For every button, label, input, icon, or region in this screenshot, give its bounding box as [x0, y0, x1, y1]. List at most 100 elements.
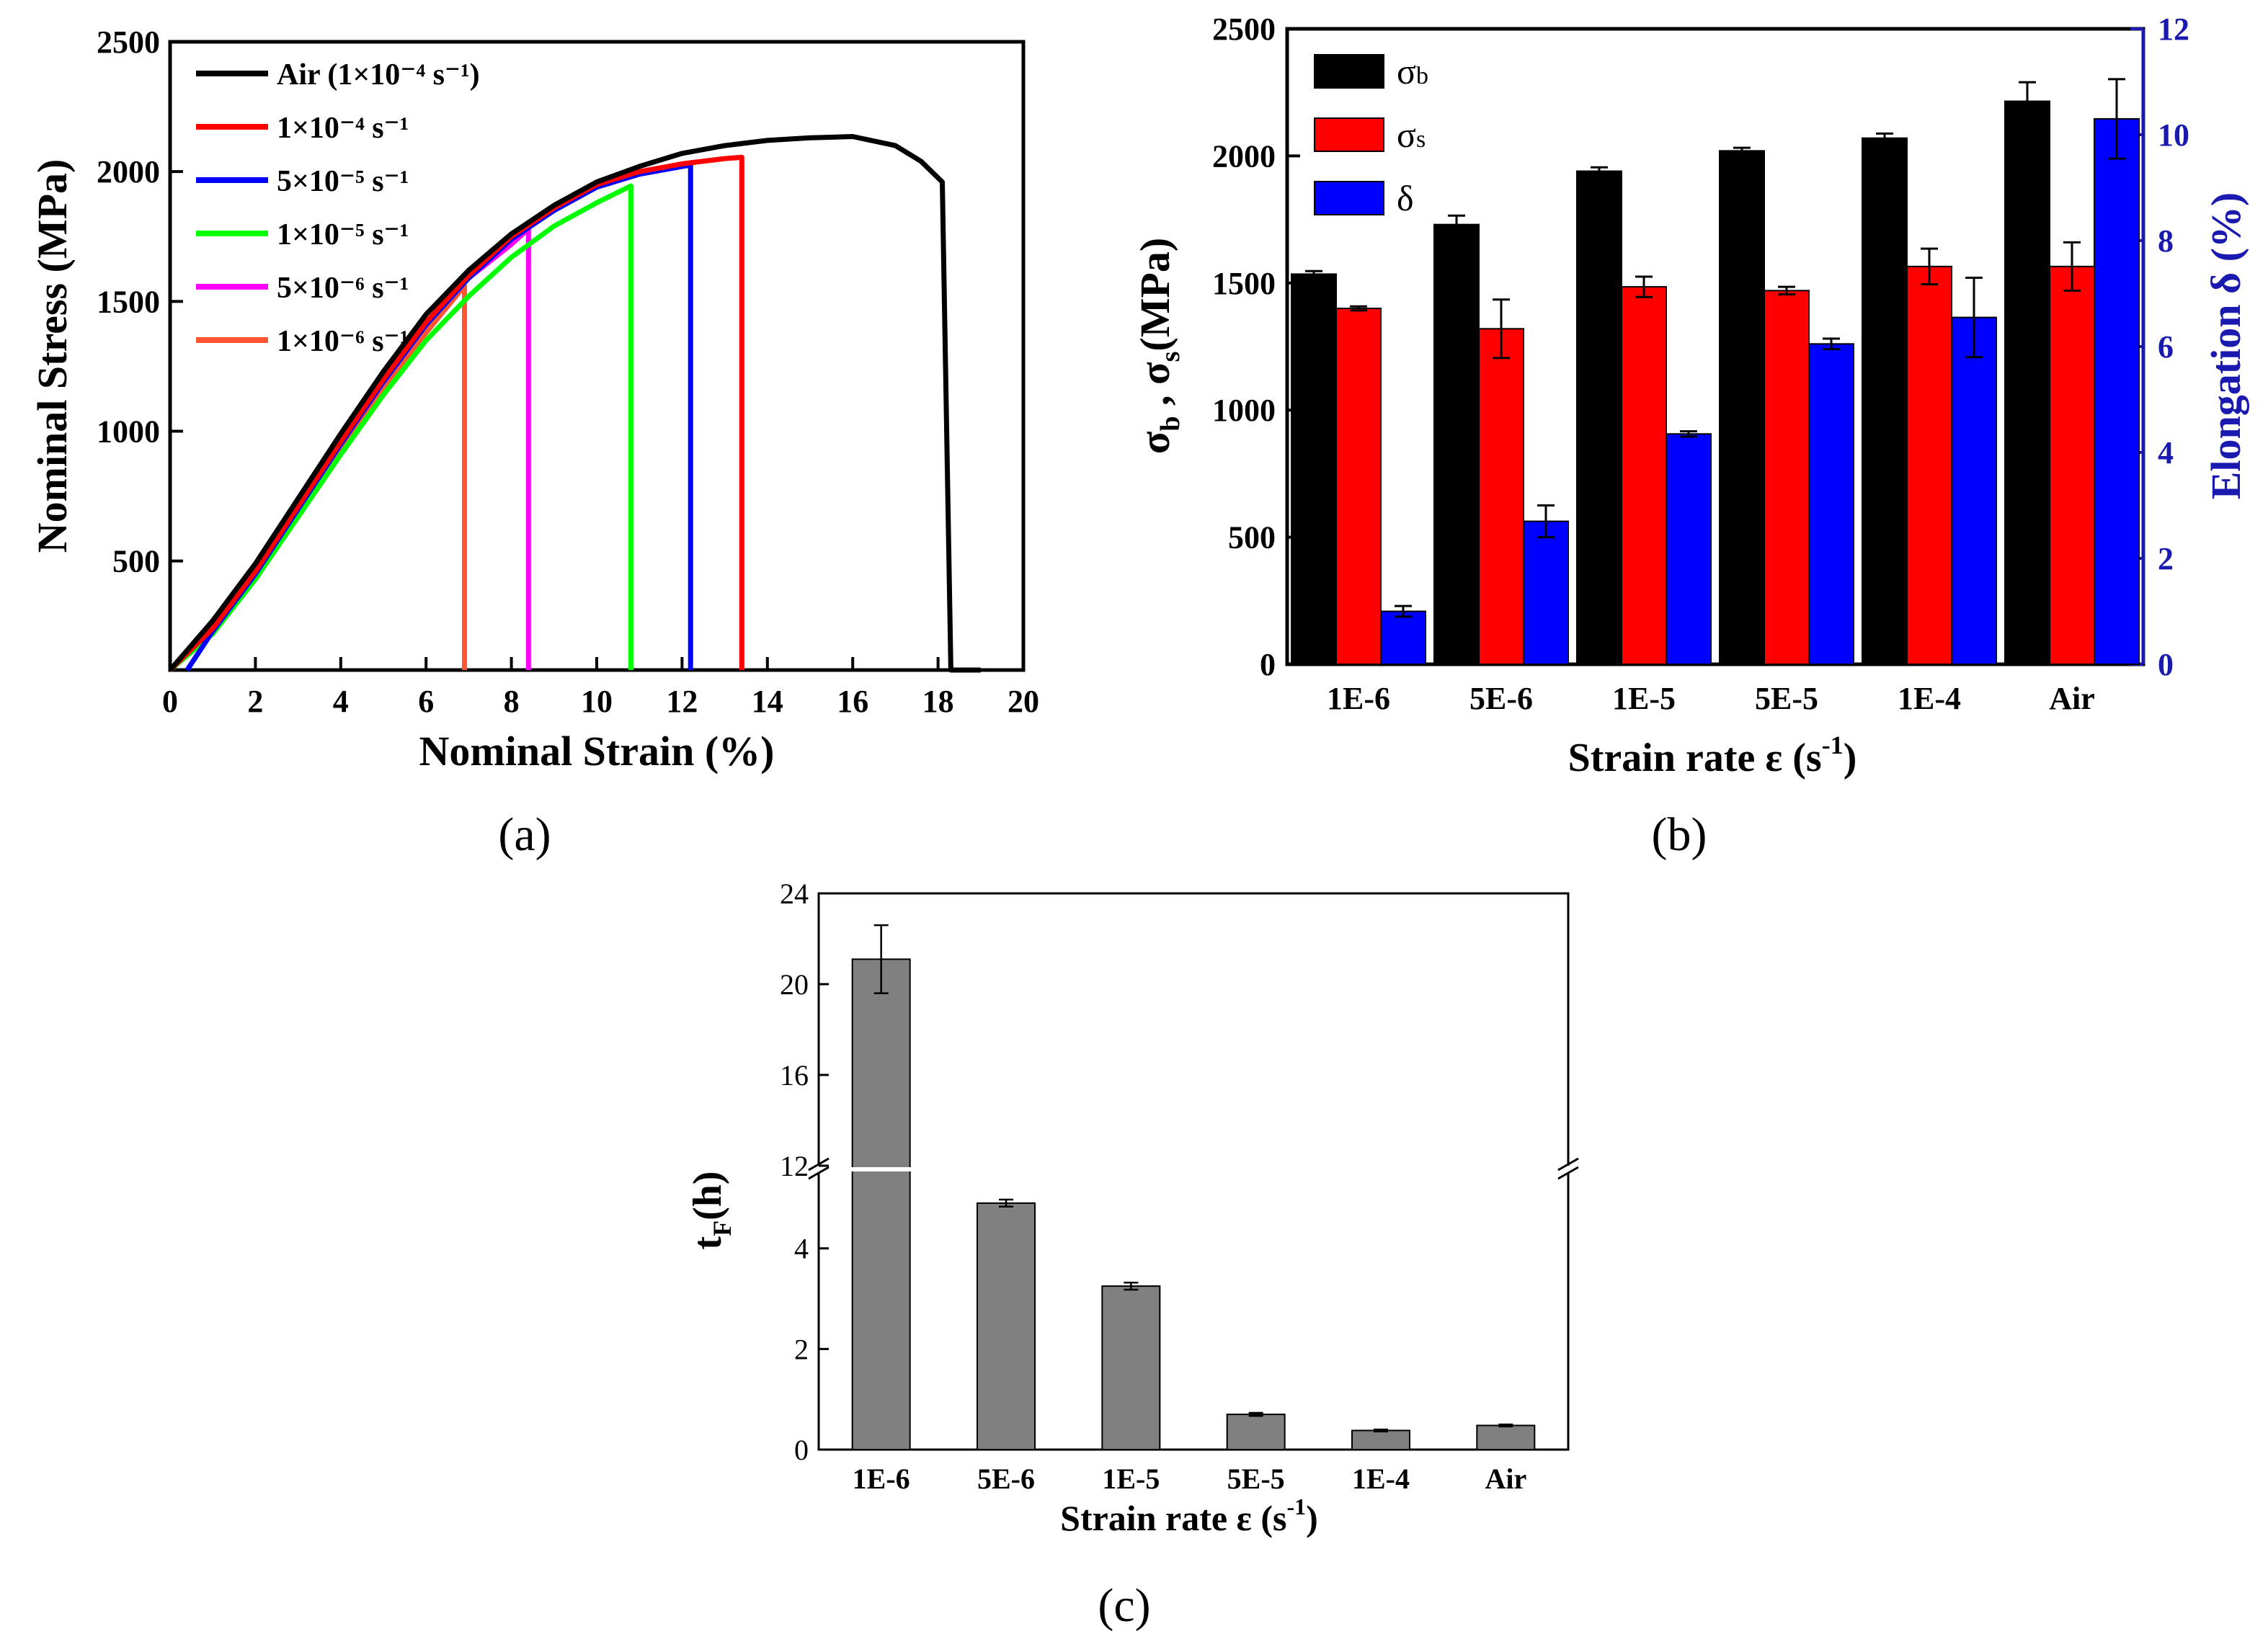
panel-b-right-y-tick-label: 2 [2158, 541, 2174, 576]
panel-b-bar [2004, 100, 2050, 666]
panel-a-series-line [168, 154, 744, 672]
panel-a-y-axis-label: Nominal Stress (MPa) [29, 159, 76, 553]
panel-b-right-y-tick-label: 12 [2158, 12, 2189, 47]
panel-a-y-tick-label: 500 [112, 544, 160, 579]
panel-b-error-bar [1823, 337, 1840, 351]
panel-a-x-tick-label: 2 [247, 684, 263, 719]
panel-b-bar [1335, 308, 1382, 665]
panel-c-y-tick-label: 12 [780, 1150, 809, 1182]
panel-b-left-y-axis-label: σb , σs(MPa) [1131, 238, 1186, 454]
panel-b-bar [1478, 328, 1524, 665]
panel-b-x-tick-label: 1E-6 [1327, 681, 1390, 716]
panel-c-bar [851, 958, 911, 1450]
panel-a-legend-label: 1×10⁻⁵ s⁻¹ [277, 218, 409, 251]
panel-a-series-lines [168, 134, 981, 673]
panel-b-bar [1433, 223, 1480, 665]
panel-a-legend-label: 1×10⁻⁴ s⁻¹ [277, 112, 409, 145]
panel-b-caption: (b) [1652, 808, 1707, 861]
panel-b-bar [1523, 520, 1569, 665]
panel-b-error-bar [1448, 214, 1465, 235]
panel-a-series-line [184, 162, 693, 671]
panel-b-error-bar [1305, 269, 1322, 279]
panel-b-left-y-tick-label: 1500 [1212, 266, 1276, 301]
panel-a-x-tick-label: 18 [922, 684, 954, 719]
panel-b-error-bar [1680, 430, 1697, 438]
panel-b-right-y-tick-label: 6 [2158, 329, 2174, 365]
panel-c-x-tick-label: 1E-6 [853, 1463, 910, 1495]
panel-a-x-tick-label: 16 [837, 684, 868, 719]
panel-b-bar [1719, 150, 1765, 665]
panel-b-error-bar [1921, 247, 1938, 286]
panel-c-plot-frame [808, 892, 1579, 1451]
panel-b-legend-swatch [1314, 54, 1384, 89]
panel-a-y-tick-label: 1000 [97, 414, 160, 449]
panel-b-error-bar [1591, 166, 1608, 177]
panel-a-x-tick-label: 20 [1008, 684, 1039, 719]
panel-b-error-bar [1350, 305, 1367, 312]
panel-b-x-tick-label: Air [2049, 681, 2095, 716]
panel-b-left-y-tick-label: 2000 [1212, 138, 1276, 174]
panel-b-legend-label: σs [1397, 115, 1426, 155]
panel-c-error-bar [1374, 1428, 1388, 1433]
panel-b-error-bar [1733, 146, 1751, 156]
panel-b-legend-swatch [1314, 117, 1384, 152]
panel-a-y-tick-label: 1500 [97, 284, 160, 319]
panel-a-legend-label: 1×10⁻⁶ s⁻¹ [277, 325, 409, 358]
panel-b-x-tick-label: 1E-4 [1898, 681, 1961, 716]
panel-c-x-tick-label: 1E-4 [1352, 1463, 1410, 1495]
panel-a-series-line [168, 134, 981, 673]
panel-b-axes: 0 500 1000 1500 2000 2500 0 2 4 6 8 10 12 1E-6 5E-6 1E-… [1212, 12, 2189, 716]
panel-b-error-bar [1635, 275, 1653, 298]
panel-b-error-bar [1778, 285, 1795, 296]
panel-c-error-bar [1248, 1411, 1263, 1417]
panel-b-error-bar [2108, 78, 2125, 160]
panel-c-caption: (c) [1098, 1579, 1150, 1632]
panel-c-bar [1226, 1414, 1286, 1451]
panel-a-stress-strain-chart: 0 2 4 6 8 10 12 14 16 18 20 500 1000 1500 2000 2500 Air… [29, 24, 1039, 775]
panel-a-legend-label: Air (1×10⁻⁴ s⁻¹) [277, 58, 480, 92]
panel-c-x-axis-label: Strain rate ε (s-1) [1060, 1494, 1318, 1538]
panel-c-x-tick-label: 5E-6 [977, 1463, 1035, 1495]
panel-a-series-line [168, 183, 633, 672]
panel-b-error-bar [1493, 298, 1510, 360]
panel-c-y-tick-label: 24 [780, 878, 809, 910]
panel-a-axes: 0 2 4 6 8 10 12 14 16 18 20 500 1000 1500 2000 2500 [97, 24, 1039, 719]
panel-b-bar-chart: 0 500 1000 1500 2000 2500 0 2 4 6 8 10 12 1E-6 5E-6 1E-… [1131, 12, 2249, 780]
panel-b-left-y-tick-label: 2500 [1212, 12, 1276, 47]
panel-b-left-y-tick-label: 0 [1260, 647, 1276, 682]
panel-c-bar-break-gap [849, 1167, 913, 1171]
panel-a-x-tick-label: 10 [581, 684, 613, 719]
panel-b-left-y-tick-label: 500 [1228, 520, 1276, 555]
panel-c-bar [1476, 1424, 1536, 1451]
panel-b-x-axis-label: Strain rate ε (s-1) [1568, 731, 1857, 780]
panel-c-error-bar [1498, 1423, 1513, 1428]
panel-c-error-bar [1124, 1281, 1139, 1291]
panel-b-right-y-axis-label: Elongation δ (%) [2202, 192, 2249, 499]
panel-b-bars [1291, 78, 2140, 666]
panel-b-bar [2049, 265, 2095, 666]
panel-b-legend-swatch [1314, 181, 1384, 215]
panel-c-error-bar [873, 924, 889, 994]
panel-c-x-tick-label: 1E-5 [1102, 1463, 1160, 1495]
panel-b-bar [1764, 290, 1810, 666]
panel-b-bar [1906, 265, 1952, 666]
panel-b-bar [1621, 286, 1667, 666]
panel-c-y-axis-label: tF(h) [685, 1171, 737, 1249]
panel-b-bar [1380, 610, 1426, 665]
panel-b-error-bar [1876, 132, 1893, 144]
panel-b-right-y-tick-label: 10 [2158, 117, 2189, 153]
panel-b-bar [1862, 137, 1908, 666]
panel-b-bar [1666, 433, 1712, 666]
panel-c-y-tick-label: 20 [780, 968, 809, 1001]
panel-c-x-tick-label: 5E-5 [1227, 1463, 1285, 1495]
panel-c-y-tick-label: 4 [794, 1233, 809, 1265]
panel-a-x-tick-label: 4 [333, 684, 349, 719]
panel-b-legend: σb σs δ [1314, 51, 1428, 218]
panel-b-x-tick-label: 5E-5 [1755, 681, 1818, 716]
panel-a-x-tick-label: 6 [418, 684, 434, 719]
panel-b-error-bar [1537, 504, 1555, 539]
panel-c-frame-lower [817, 1173, 1570, 1451]
panel-b-left-y-tick-label: 1000 [1212, 393, 1276, 428]
